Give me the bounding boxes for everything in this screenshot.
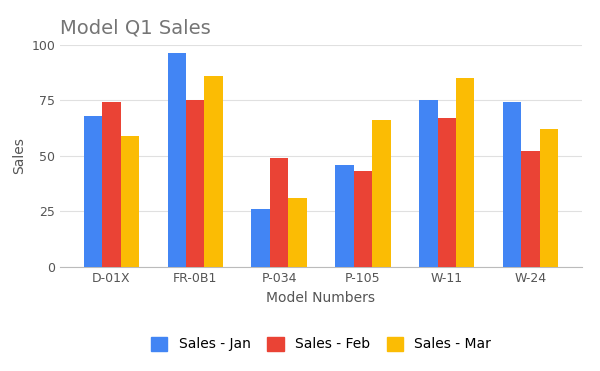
Y-axis label: Sales: Sales bbox=[12, 137, 26, 174]
Bar bbox=[437, 118, 456, 267]
Bar bbox=[521, 151, 540, 267]
Bar bbox=[270, 158, 289, 267]
Bar bbox=[503, 102, 521, 267]
Bar bbox=[289, 198, 307, 267]
Bar bbox=[335, 165, 353, 267]
Bar bbox=[84, 116, 102, 267]
Bar bbox=[456, 78, 475, 267]
Bar bbox=[205, 76, 223, 267]
Bar bbox=[353, 171, 372, 267]
Text: Model Q1 Sales: Model Q1 Sales bbox=[60, 19, 211, 37]
Bar bbox=[251, 209, 270, 267]
Bar bbox=[102, 102, 121, 267]
Bar bbox=[186, 100, 205, 267]
Bar bbox=[419, 100, 437, 267]
Legend: Sales - Jan, Sales - Feb, Sales - Mar: Sales - Jan, Sales - Feb, Sales - Mar bbox=[144, 330, 498, 358]
Bar bbox=[121, 136, 139, 267]
X-axis label: Model Numbers: Model Numbers bbox=[266, 290, 376, 305]
Bar bbox=[372, 120, 391, 267]
Bar bbox=[167, 53, 186, 267]
Bar bbox=[540, 129, 558, 267]
